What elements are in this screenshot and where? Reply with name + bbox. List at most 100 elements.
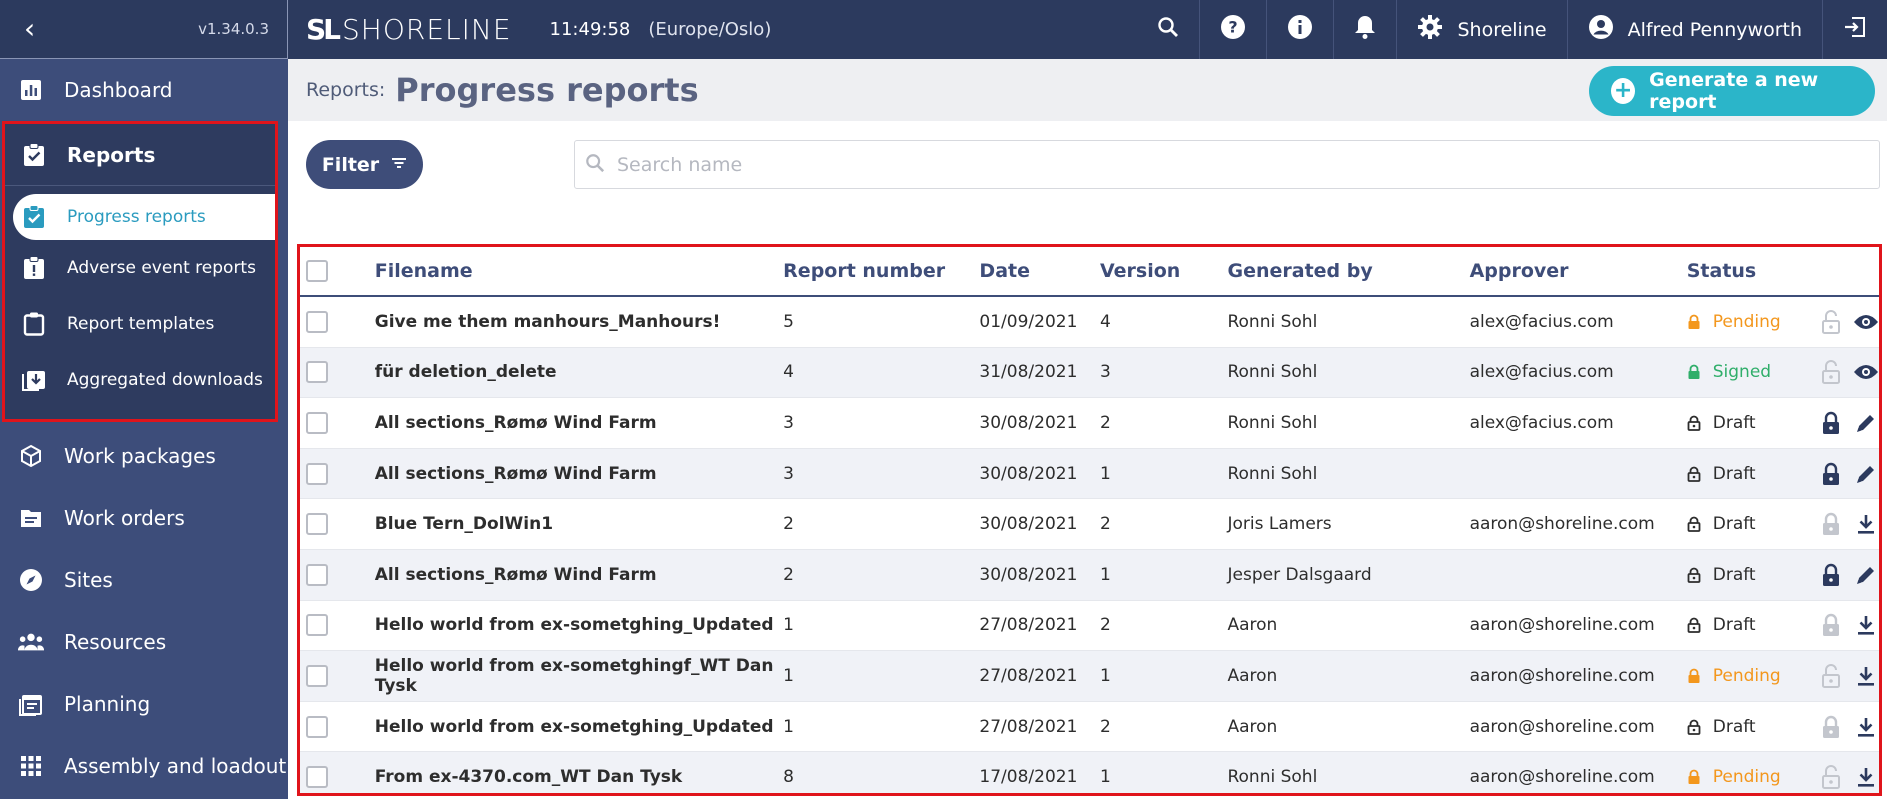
column-header-approver[interactable]: Approver	[1469, 260, 1569, 282]
download-icon[interactable]	[1853, 663, 1879, 689]
cell-approver: alex@facius.com	[1469, 362, 1614, 383]
table-row[interactable]: Give me them manhours_Manhours! 5 01/09/20…	[300, 297, 1879, 348]
table-row[interactable]: Hello world from ex-sometghingf_WT Dan T…	[300, 651, 1879, 702]
download-icon[interactable]	[1853, 764, 1879, 790]
sidebar-item-label: Sites	[64, 568, 113, 592]
cell-generated-by: Jesper Dalsgaard	[1227, 564, 1372, 585]
sidebar-item-resources[interactable]: Resources	[0, 611, 288, 673]
shoreline-logo[interactable]: SL SHORELINE	[306, 13, 512, 46]
lock-open-icon[interactable]	[1818, 663, 1844, 689]
lock-icon[interactable]	[1818, 714, 1844, 740]
table-row[interactable]: All sections_Rømø Wind Farm 3 30/08/2021 1 R…	[300, 448, 1879, 500]
calendar-icon	[18, 691, 44, 717]
lock-icon[interactable]	[1818, 461, 1844, 487]
download-icon[interactable]	[1853, 714, 1879, 740]
download-icon[interactable]	[1853, 612, 1879, 638]
status-label: Pending	[1712, 767, 1781, 788]
lock-open-icon[interactable]	[1818, 309, 1844, 335]
logout-button[interactable]	[1822, 0, 1887, 59]
row-checkbox[interactable]	[306, 462, 328, 485]
table-row[interactable]: für deletion_delete 4 31/08/2021 3 Ronni Soh…	[300, 347, 1879, 399]
row-checkbox[interactable]	[306, 664, 328, 687]
sidebar-item-report-templates[interactable]: Report templates	[5, 296, 275, 352]
user-menu[interactable]: Alfred Pennyworth	[1566, 0, 1822, 59]
sidebar-item-label: Dashboard	[64, 78, 173, 102]
search-button[interactable]	[1137, 0, 1199, 59]
sidebar-item-aggregated-downloads[interactable]: Aggregated downloads	[5, 352, 275, 408]
sidebar-item-work-packages[interactable]: Work packages	[0, 425, 288, 487]
cell-report-number: 4	[783, 362, 794, 383]
sidebar-item-reports[interactable]: Reports	[5, 124, 275, 186]
sidebar-item-label: Resources	[64, 630, 167, 654]
filter-button[interactable]: Filter	[306, 140, 423, 189]
help-button[interactable]: ?	[1199, 0, 1266, 59]
sidebar-item-work-orders[interactable]: Work orders	[0, 487, 288, 549]
column-header-date[interactable]: Date	[979, 260, 1030, 282]
row-checkbox[interactable]	[306, 310, 328, 333]
cell-report-number: 8	[783, 767, 794, 788]
cell-report-number: 3	[783, 412, 794, 433]
organization-settings[interactable]: Shoreline	[1396, 0, 1566, 59]
page-header: Reports: Progress reports + Generate a n…	[288, 59, 1887, 121]
row-checkbox[interactable]	[306, 361, 328, 384]
lock-open-icon[interactable]	[1818, 764, 1844, 790]
pencil-icon[interactable]	[1853, 410, 1879, 436]
info-button[interactable]	[1266, 0, 1333, 59]
row-checkbox[interactable]	[306, 715, 328, 738]
row-actions	[1818, 663, 1879, 689]
column-header-filename[interactable]: Filename	[374, 260, 473, 282]
row-checkbox[interactable]	[306, 614, 328, 637]
pencil-icon[interactable]	[1853, 461, 1879, 487]
status-lock-icon	[1687, 516, 1703, 533]
sidebar-item-label: Reports	[67, 142, 156, 167]
cell-date: 30/08/2021	[979, 564, 1078, 585]
row-checkbox[interactable]	[306, 411, 328, 434]
cell-filename: All sections_Rømø Wind Farm	[374, 463, 657, 484]
sidebar-item-planning[interactable]: Planning	[0, 673, 288, 735]
download-icon[interactable]	[1853, 511, 1879, 537]
cell-report-number: 2	[783, 564, 794, 585]
status-lock-icon	[1687, 415, 1703, 431]
chevron-left-icon[interactable]: ‹	[24, 12, 36, 45]
sidebar-item-sites[interactable]: Sites	[0, 549, 288, 611]
eye-icon[interactable]	[1853, 309, 1879, 335]
row-checkbox[interactable]	[306, 766, 328, 789]
sidebar-item-label: Planning	[64, 692, 151, 716]
pencil-icon[interactable]	[1853, 562, 1879, 588]
row-checkbox[interactable]	[306, 513, 328, 536]
lock-icon[interactable]	[1818, 612, 1844, 638]
row-checkbox[interactable]	[306, 563, 328, 586]
notifications-button[interactable]	[1333, 0, 1396, 59]
sidebar-item-dashboard[interactable]: Dashboard	[0, 59, 288, 121]
lock-open-icon[interactable]	[1818, 359, 1844, 385]
column-header-generated-by[interactable]: Generated by	[1227, 260, 1373, 282]
table-row[interactable]: Blue Tern_DolWin1 2 30/08/2021 2 Joris Lamer…	[300, 499, 1879, 550]
table-row[interactable]: All sections_Rømø Wind Farm 2 30/08/2021 1 J…	[300, 549, 1879, 601]
table-row[interactable]: From ex-4370.com_WT Dan Tysk 8 17/08/2021 1…	[300, 752, 1879, 793]
sidebar-item-label: Progress reports	[67, 207, 206, 227]
table-row[interactable]: Hello world from ex-sometghing_Updated 1 2…	[300, 601, 1879, 652]
cell-version: 2	[1099, 514, 1111, 535]
sidebar-item-assembly-and-loadout[interactable]: Assembly and loadout	[0, 735, 288, 797]
table-row[interactable]: Hello world from ex-sometghing_Updated 1 2…	[300, 702, 1879, 753]
filter-icon	[391, 154, 407, 175]
eye-icon[interactable]	[1853, 359, 1879, 385]
reports-table: Filename Report number Date Version Gene…	[297, 244, 1882, 796]
sidebar-header: ‹ v1.34.0.3	[0, 0, 288, 59]
select-all-checkbox[interactable]	[306, 260, 328, 282]
sidebar-item-progress-reports[interactable]: Progress reports	[13, 194, 275, 240]
status-lock-icon	[1687, 769, 1703, 785]
lock-icon[interactable]	[1818, 410, 1844, 436]
generate-report-button[interactable]: + Generate a new report	[1589, 66, 1875, 116]
sidebar-item-adverse-event-reports[interactable]: Adverse event reports	[5, 240, 275, 296]
breadcrumb[interactable]: Reports:	[306, 79, 386, 101]
search-input[interactable]	[617, 153, 1817, 176]
table-row[interactable]: All sections_Rømø Wind Farm 3 30/08/2021 2 R…	[300, 398, 1879, 449]
lock-icon[interactable]	[1818, 562, 1844, 588]
column-header-status[interactable]: Status	[1686, 260, 1757, 282]
lock-icon[interactable]	[1818, 511, 1844, 537]
sidebar-item-label: Report templates	[67, 314, 215, 334]
status-label: Draft	[1712, 412, 1756, 433]
column-header-report-number[interactable]: Report number	[783, 260, 946, 282]
column-header-version[interactable]: Version	[1099, 260, 1181, 282]
